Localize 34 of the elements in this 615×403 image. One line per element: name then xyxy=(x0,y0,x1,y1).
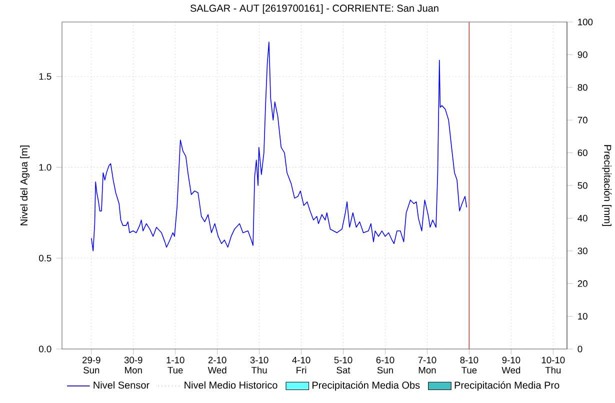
x-tick-label: 10-10 Thu xyxy=(542,356,565,374)
y2-tick-label: 50 xyxy=(578,182,588,189)
y-axis-title: Nivel del Agua [m] xyxy=(20,146,30,226)
y2-tick-label: 100 xyxy=(578,18,593,26)
y2-tick-label: 60 xyxy=(578,150,588,156)
x-tick-label: 8-10 Tue xyxy=(460,356,478,374)
y2-tick-label: 20 xyxy=(578,280,588,287)
x-tick-label: 7-10 Mon xyxy=(418,356,436,374)
x-tick-label: 29-9 Sun xyxy=(82,356,100,374)
x-tick-label: 30-9 Mon xyxy=(124,356,142,374)
x-tick-label: 6-10 Sun xyxy=(376,356,394,374)
y-tick-label: 1.5 xyxy=(39,73,52,80)
x-tick-label: 1-10 Tue xyxy=(166,356,184,374)
legend-label: Precipitación Media Obs xyxy=(312,381,420,391)
y-tick-label: 1.0 xyxy=(39,164,52,171)
y-tick-label: 0.5 xyxy=(38,254,52,262)
x-tick-label: 2-10 Wed xyxy=(208,356,226,374)
y2-tick-label: 10 xyxy=(578,312,588,320)
chart-title: SALGAR - AUT [2619700161] - CORRIENTE: San Juan xyxy=(190,4,438,14)
y2-axis-title: Precipitación [mm] xyxy=(602,145,612,226)
y2-tick-label: 40 xyxy=(578,214,588,222)
y2-tick-label: 80 xyxy=(578,84,588,91)
legend-label: Nivel Sensor xyxy=(94,381,150,389)
y-tick-label: 0.0 xyxy=(38,346,52,352)
legend-label: Precipitación Media Pro xyxy=(454,381,560,391)
y2-tick-label: 0 xyxy=(578,346,582,352)
x-tick-label: 3-10 Thu xyxy=(250,356,268,374)
x-tick-label: 5-10 Sat xyxy=(334,356,352,374)
legend-label: Nivel Medio Historico xyxy=(184,381,278,389)
x-tick-label: 9-10 Wed xyxy=(502,356,520,374)
y2-tick-label: 90 xyxy=(578,51,588,58)
y2-tick-label: 30 xyxy=(578,248,588,254)
y2-tick-label: 70 xyxy=(578,116,588,124)
x-tick-label: 4-10 Fri xyxy=(292,356,310,374)
